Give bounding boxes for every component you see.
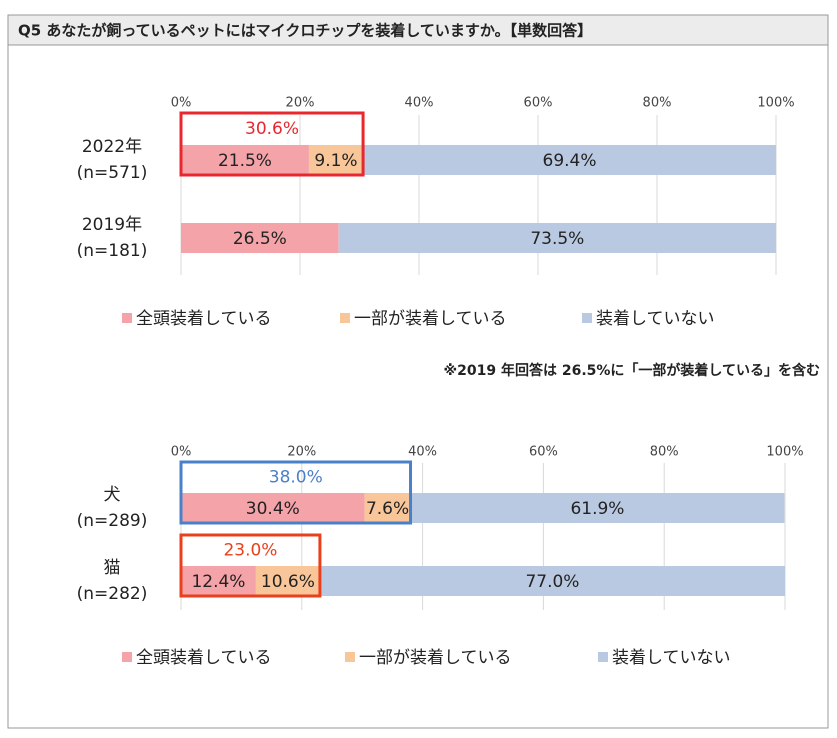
legend-swatch bbox=[345, 652, 355, 662]
bar-segment bbox=[181, 493, 365, 523]
bar-segment bbox=[181, 566, 256, 596]
category-sublabel: (n=571) bbox=[77, 163, 148, 183]
category-label: 犬 bbox=[104, 485, 121, 505]
bar-segment bbox=[181, 145, 309, 175]
bar-segment bbox=[363, 145, 776, 175]
bar-segment bbox=[410, 493, 785, 523]
category-sublabel: (n=282) bbox=[77, 584, 148, 604]
x-tick-label: 60% bbox=[524, 96, 553, 111]
category-sublabel: (n=181) bbox=[77, 241, 148, 261]
x-tick-label: 0% bbox=[171, 96, 192, 111]
total-box bbox=[179, 460, 413, 525]
total-box bbox=[179, 111, 365, 177]
legend-label: 装着していない bbox=[612, 648, 731, 668]
value-label: 26.5% bbox=[233, 229, 287, 249]
x-tick-label: 20% bbox=[286, 96, 315, 111]
category-label: 2019年 bbox=[82, 215, 142, 235]
category-label: 2022年 bbox=[82, 137, 142, 157]
x-tick-label: 40% bbox=[408, 445, 437, 460]
x-tick-label: 80% bbox=[650, 445, 679, 460]
value-label: 30.4% bbox=[246, 499, 300, 519]
total-label: 38.0% bbox=[269, 468, 323, 488]
bar-segment bbox=[319, 566, 785, 596]
legend-label: 一部が装着している bbox=[354, 309, 507, 329]
legend-swatch bbox=[122, 652, 132, 662]
header-title: Q5 あなたが飼っているペットにはマイクロチップを装着していますか。【単数回答】 bbox=[18, 22, 592, 40]
value-label: 10.6% bbox=[261, 572, 315, 592]
value-label: 7.6% bbox=[366, 499, 409, 519]
x-tick-label: 80% bbox=[643, 96, 672, 111]
total-label: 30.6% bbox=[245, 119, 299, 139]
legend-label: 全頭装着している bbox=[136, 648, 272, 668]
bar-segment bbox=[338, 223, 776, 253]
x-tick-label: 40% bbox=[405, 96, 434, 111]
value-label: 69.4% bbox=[543, 151, 597, 171]
note: ※2019 年回答は 26.5%に「一部が装着している」を含む bbox=[444, 362, 820, 379]
legend-label: 装着していない bbox=[596, 309, 715, 329]
legend-label: 一部が装着している bbox=[359, 648, 512, 668]
x-tick-label: 100% bbox=[757, 96, 794, 111]
frame bbox=[7, 14, 829, 729]
x-tick-label: 60% bbox=[529, 445, 558, 460]
value-label: 61.9% bbox=[570, 499, 624, 519]
total-box bbox=[179, 533, 322, 598]
legend-swatch bbox=[122, 313, 132, 323]
total-label: 23.0% bbox=[223, 541, 277, 561]
bar-segment bbox=[308, 145, 364, 175]
category-sublabel: (n=289) bbox=[77, 511, 148, 531]
x-tick-label: 20% bbox=[287, 445, 316, 460]
header-bar bbox=[7, 14, 829, 46]
bar-segment bbox=[255, 566, 320, 596]
value-label: 21.5% bbox=[218, 151, 272, 171]
value-label: 9.1% bbox=[314, 151, 357, 171]
legend-swatch bbox=[340, 313, 350, 323]
legend-swatch bbox=[582, 313, 592, 323]
x-tick-label: 100% bbox=[766, 445, 803, 460]
legend-label: 全頭装着している bbox=[136, 309, 272, 329]
value-label: 77.0% bbox=[525, 572, 579, 592]
x-tick-label: 0% bbox=[171, 445, 192, 460]
value-label: 12.4% bbox=[191, 572, 245, 592]
bar-segment bbox=[181, 223, 339, 253]
category-label: 猫 bbox=[104, 558, 121, 578]
legend-swatch bbox=[598, 652, 608, 662]
value-label: 73.5% bbox=[530, 229, 584, 249]
bar-segment bbox=[364, 493, 411, 523]
